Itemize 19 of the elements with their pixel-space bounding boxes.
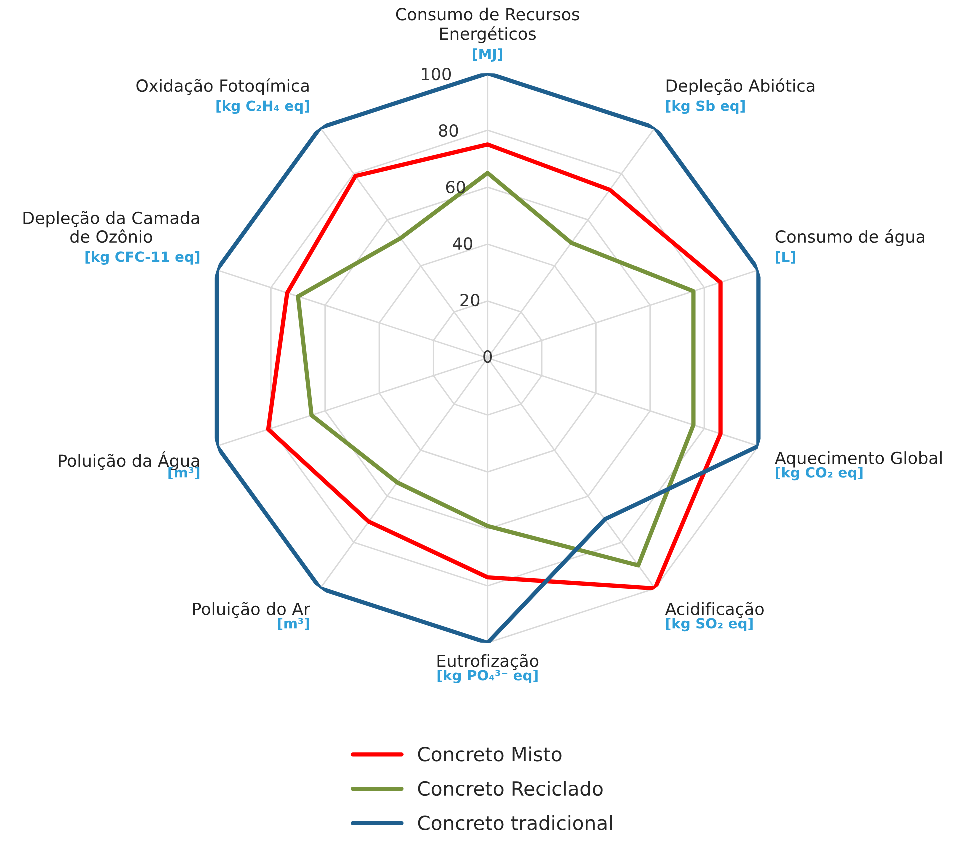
spoke-label: Poluição da Água [m³] [59, 452, 200, 480]
spoke-label: Consumo de água [L] [776, 230, 925, 264]
spoke-label: Depleção da Camada de Ozônio [kg CFC-11 eq] [24, 211, 200, 265]
y-tick-label: 80 [439, 124, 458, 138]
y-tick-label: 60 [446, 180, 466, 194]
legend-label: Concreto Reciclado [418, 781, 603, 796]
spoke-label: Depleção Abiótica [kg Sb eq] [666, 78, 815, 114]
spoke-label: Acidificação [kg SO₂ eq] [665, 602, 764, 632]
spoke-label: Consumo de Recursos Energéticos [MJ] [396, 8, 580, 62]
legend-label: Concreto Misto [418, 746, 562, 762]
y-tick-label: 40 [453, 237, 472, 250]
spoke-label: Poluição do Ar [m³] [193, 602, 310, 630]
y-tick-label: 100 [422, 68, 452, 81]
y-tick-label: 20 [460, 294, 480, 307]
spoke-label: Oxidação Fotoqímica [kg C₂H₄ eq] [136, 78, 310, 114]
legend-label: Concreto tradicional [418, 815, 612, 830]
spoke-label: Aquecimento Global [kg CO₂ eq] [775, 452, 942, 481]
y-tick-label: 0 [484, 350, 492, 364]
spoke-label: Eutrofização [kg PO₄³⁻ eq] [438, 654, 539, 684]
